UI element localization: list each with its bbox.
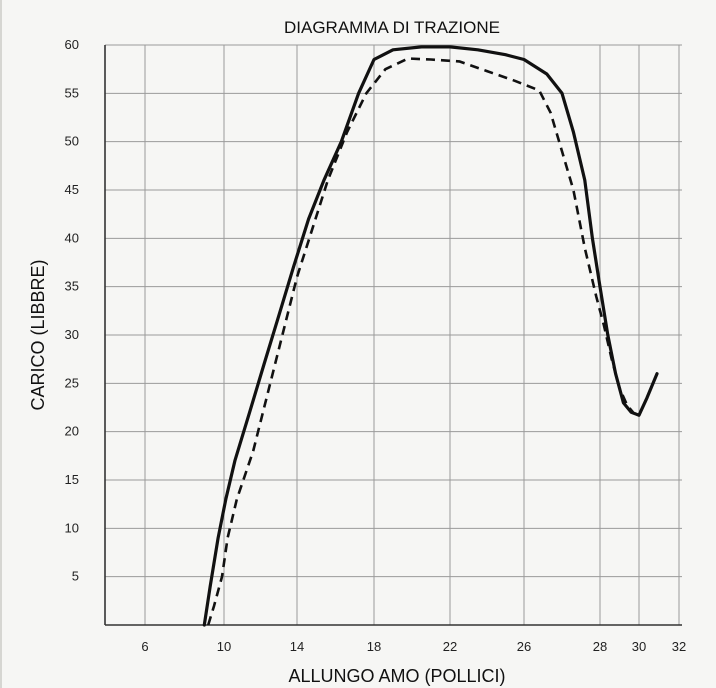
y-tick-label: 60 [65, 37, 79, 52]
y-tick-label: 10 [65, 520, 79, 535]
y-tick-label: 35 [65, 279, 79, 294]
y-tick-label: 5 [72, 569, 79, 584]
axes [104, 45, 682, 626]
grid [105, 44, 682, 625]
y-tick-label: 15 [65, 472, 79, 487]
y-tick-label: 55 [65, 85, 79, 100]
y-tick-label: 50 [65, 134, 79, 149]
x-tick-label: 30 [632, 639, 646, 654]
x-tick-label: 14 [290, 639, 304, 654]
y-tick-label: 40 [65, 230, 79, 245]
x-tick-label: 6 [141, 639, 148, 654]
x-tick-label: 32 [672, 639, 686, 654]
x-tick-labels: 6 10 14 18 22 26 28 30 32 [141, 639, 686, 654]
x-tick-label: 26 [517, 639, 531, 654]
y-axis-label: CARICO (LIBBRE) [28, 259, 48, 410]
series [202, 45, 659, 627]
y-tick-label: 45 [65, 182, 79, 197]
solid-series-line [202, 45, 659, 627]
y-tick-labels: 5 10 15 20 25 30 35 40 45 50 55 60 [65, 37, 79, 584]
x-tick-label: 18 [367, 639, 381, 654]
dashed-series-line [206, 57, 635, 626]
x-tick-label: 28 [593, 639, 607, 654]
x-tick-label: 10 [217, 639, 231, 654]
chart-title: DIAGRAMMA DI TRAZIONE [284, 18, 500, 37]
x-axis-label: ALLUNGO AMO (POLLICI) [288, 666, 505, 686]
x-tick-label: 22 [443, 639, 457, 654]
y-tick-label: 25 [65, 375, 79, 390]
y-tick-label: 20 [65, 424, 79, 439]
y-tick-label: 30 [65, 327, 79, 342]
